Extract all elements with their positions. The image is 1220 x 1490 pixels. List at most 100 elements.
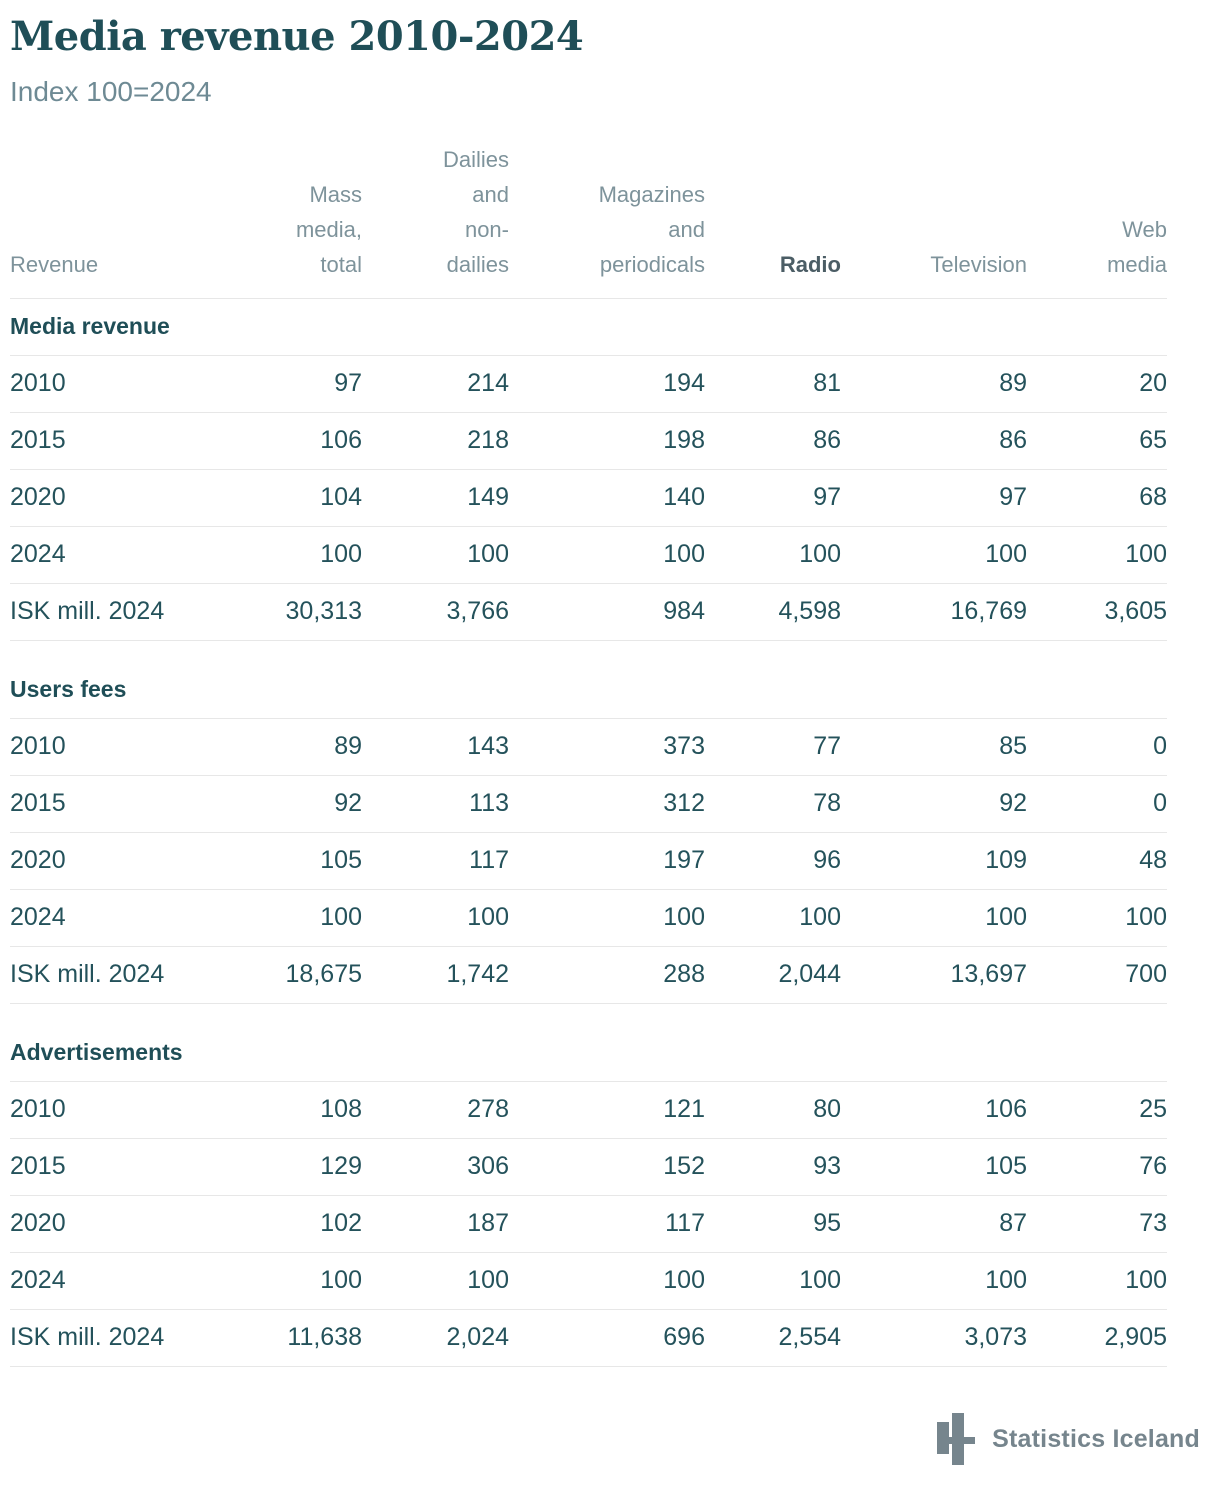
cell: 76 — [1027, 1138, 1167, 1196]
cell: 194 — [509, 355, 705, 413]
cell: 100 — [170, 889, 362, 947]
table-row: 2020 102 187 117 95 87 73 — [10, 1195, 1167, 1253]
cell: 152 — [509, 1138, 705, 1196]
cell: 25 — [1027, 1081, 1167, 1139]
cell: 0 — [1027, 718, 1167, 776]
cell: 77 — [705, 718, 841, 776]
cell: 149 — [362, 469, 509, 527]
row-label: ISK mill. 2024 — [10, 583, 170, 641]
section-media-revenue: Media revenue 2010 97 214 194 81 89 20 2… — [10, 298, 1167, 641]
cell: 106 — [841, 1081, 1027, 1139]
section-title-row: Media revenue — [10, 298, 1167, 356]
row-label: ISK mill. 2024 — [10, 946, 170, 1004]
cell: 100 — [1027, 889, 1167, 947]
cell: 4,598 — [705, 583, 841, 641]
cell: 13,697 — [841, 946, 1027, 1004]
cell: 187 — [362, 1195, 509, 1253]
cell: 73 — [1027, 1195, 1167, 1253]
table-row: 2024 100 100 100 100 100 100 — [10, 889, 1167, 947]
cell: 86 — [841, 412, 1027, 470]
cell: 696 — [509, 1309, 705, 1367]
cell: 984 — [509, 583, 705, 641]
cell: 100 — [509, 889, 705, 947]
cell: 117 — [509, 1195, 705, 1253]
table-row: 2020 105 117 197 96 109 48 — [10, 832, 1167, 890]
row-label: 2015 — [10, 412, 170, 470]
cell: 100 — [1027, 526, 1167, 584]
cell: 85 — [841, 718, 1027, 776]
cell: 3,073 — [841, 1309, 1027, 1367]
section-advertisements: Advertisements 2010 108 278 121 80 106 2… — [10, 1003, 1167, 1367]
table-row: 2015 106 218 198 86 86 65 — [10, 412, 1167, 470]
cell: 81 — [705, 355, 841, 413]
cell: 68 — [1027, 469, 1167, 527]
cell: 100 — [841, 889, 1027, 947]
table-row: ISK mill. 2024 11,638 2,024 696 2,554 3,… — [10, 1309, 1167, 1367]
cell: 700 — [1027, 946, 1167, 1004]
cell: 102 — [170, 1195, 362, 1253]
section-users-fees: Users fees 2010 89 143 373 77 85 0 2015 … — [10, 640, 1167, 1004]
cell: 2,024 — [362, 1309, 509, 1367]
cell: 306 — [362, 1138, 509, 1196]
cell: 100 — [362, 526, 509, 584]
cell: 87 — [841, 1195, 1027, 1253]
cell: 0 — [1027, 775, 1167, 833]
table-row: ISK mill. 2024 18,675 1,742 288 2,044 13… — [10, 946, 1167, 1004]
page-subtitle: Index 100=2024 — [10, 76, 212, 107]
section-title: Advertisements — [10, 1003, 1167, 1082]
cell: 129 — [170, 1138, 362, 1196]
cell: 104 — [170, 469, 362, 527]
media-revenue-table: Revenue Mass media, total Dailies and no… — [10, 141, 1167, 1367]
row-label: 2020 — [10, 832, 170, 890]
table-row: 2024 100 100 100 100 100 100 — [10, 526, 1167, 584]
cell: 121 — [509, 1081, 705, 1139]
cell: 11,638 — [170, 1309, 362, 1367]
cell: 198 — [509, 412, 705, 470]
row-label: 2010 — [10, 718, 170, 776]
cell: 100 — [362, 1252, 509, 1310]
table-header: Revenue Mass media, total Dailies and no… — [10, 141, 1167, 299]
table-row: 2010 108 278 121 80 106 25 — [10, 1081, 1167, 1139]
column-header-web-media: Web media — [1027, 141, 1167, 299]
section-title-row: Users fees — [10, 640, 1167, 719]
cell: 100 — [705, 1252, 841, 1310]
cell: 197 — [509, 832, 705, 890]
cell: 140 — [509, 469, 705, 527]
cell: 86 — [705, 412, 841, 470]
column-header-magazines: Magazines and periodicals — [509, 141, 705, 299]
cell: 92 — [170, 775, 362, 833]
cell: 117 — [362, 832, 509, 890]
column-header-radio: Radio — [705, 141, 841, 299]
cell: 3,766 — [362, 583, 509, 641]
cell: 97 — [841, 469, 1027, 527]
cell: 2,044 — [705, 946, 841, 1004]
table-row: ISK mill. 2024 30,313 3,766 984 4,598 16… — [10, 583, 1167, 641]
footer: Statistics Iceland — [935, 1413, 1200, 1465]
row-label: 2020 — [10, 469, 170, 527]
cell: 92 — [841, 775, 1027, 833]
cell: 100 — [509, 1252, 705, 1310]
cell: 30,313 — [170, 583, 362, 641]
table-row: 2010 89 143 373 77 85 0 — [10, 718, 1167, 776]
table-row: 2010 97 214 194 81 89 20 — [10, 355, 1167, 413]
row-label: 2015 — [10, 1138, 170, 1196]
column-header-dailies: Dailies and non- dailies — [362, 141, 509, 299]
row-label: 2010 — [10, 1081, 170, 1139]
cell: 18,675 — [170, 946, 362, 1004]
cell: 113 — [362, 775, 509, 833]
row-label: 2024 — [10, 889, 170, 947]
cell: 78 — [705, 775, 841, 833]
cell: 97 — [170, 355, 362, 413]
row-label: 2010 — [10, 355, 170, 413]
cell: 1,742 — [362, 946, 509, 1004]
cell: 105 — [841, 1138, 1027, 1196]
row-label: 2024 — [10, 1252, 170, 1310]
cell: 100 — [705, 889, 841, 947]
column-header-mass-media-total: Mass media, total — [170, 141, 362, 299]
column-header-television: Television — [841, 141, 1027, 299]
cell: 109 — [841, 832, 1027, 890]
cell: 106 — [170, 412, 362, 470]
cell: 105 — [170, 832, 362, 890]
table-row: 2024 100 100 100 100 100 100 — [10, 1252, 1167, 1310]
